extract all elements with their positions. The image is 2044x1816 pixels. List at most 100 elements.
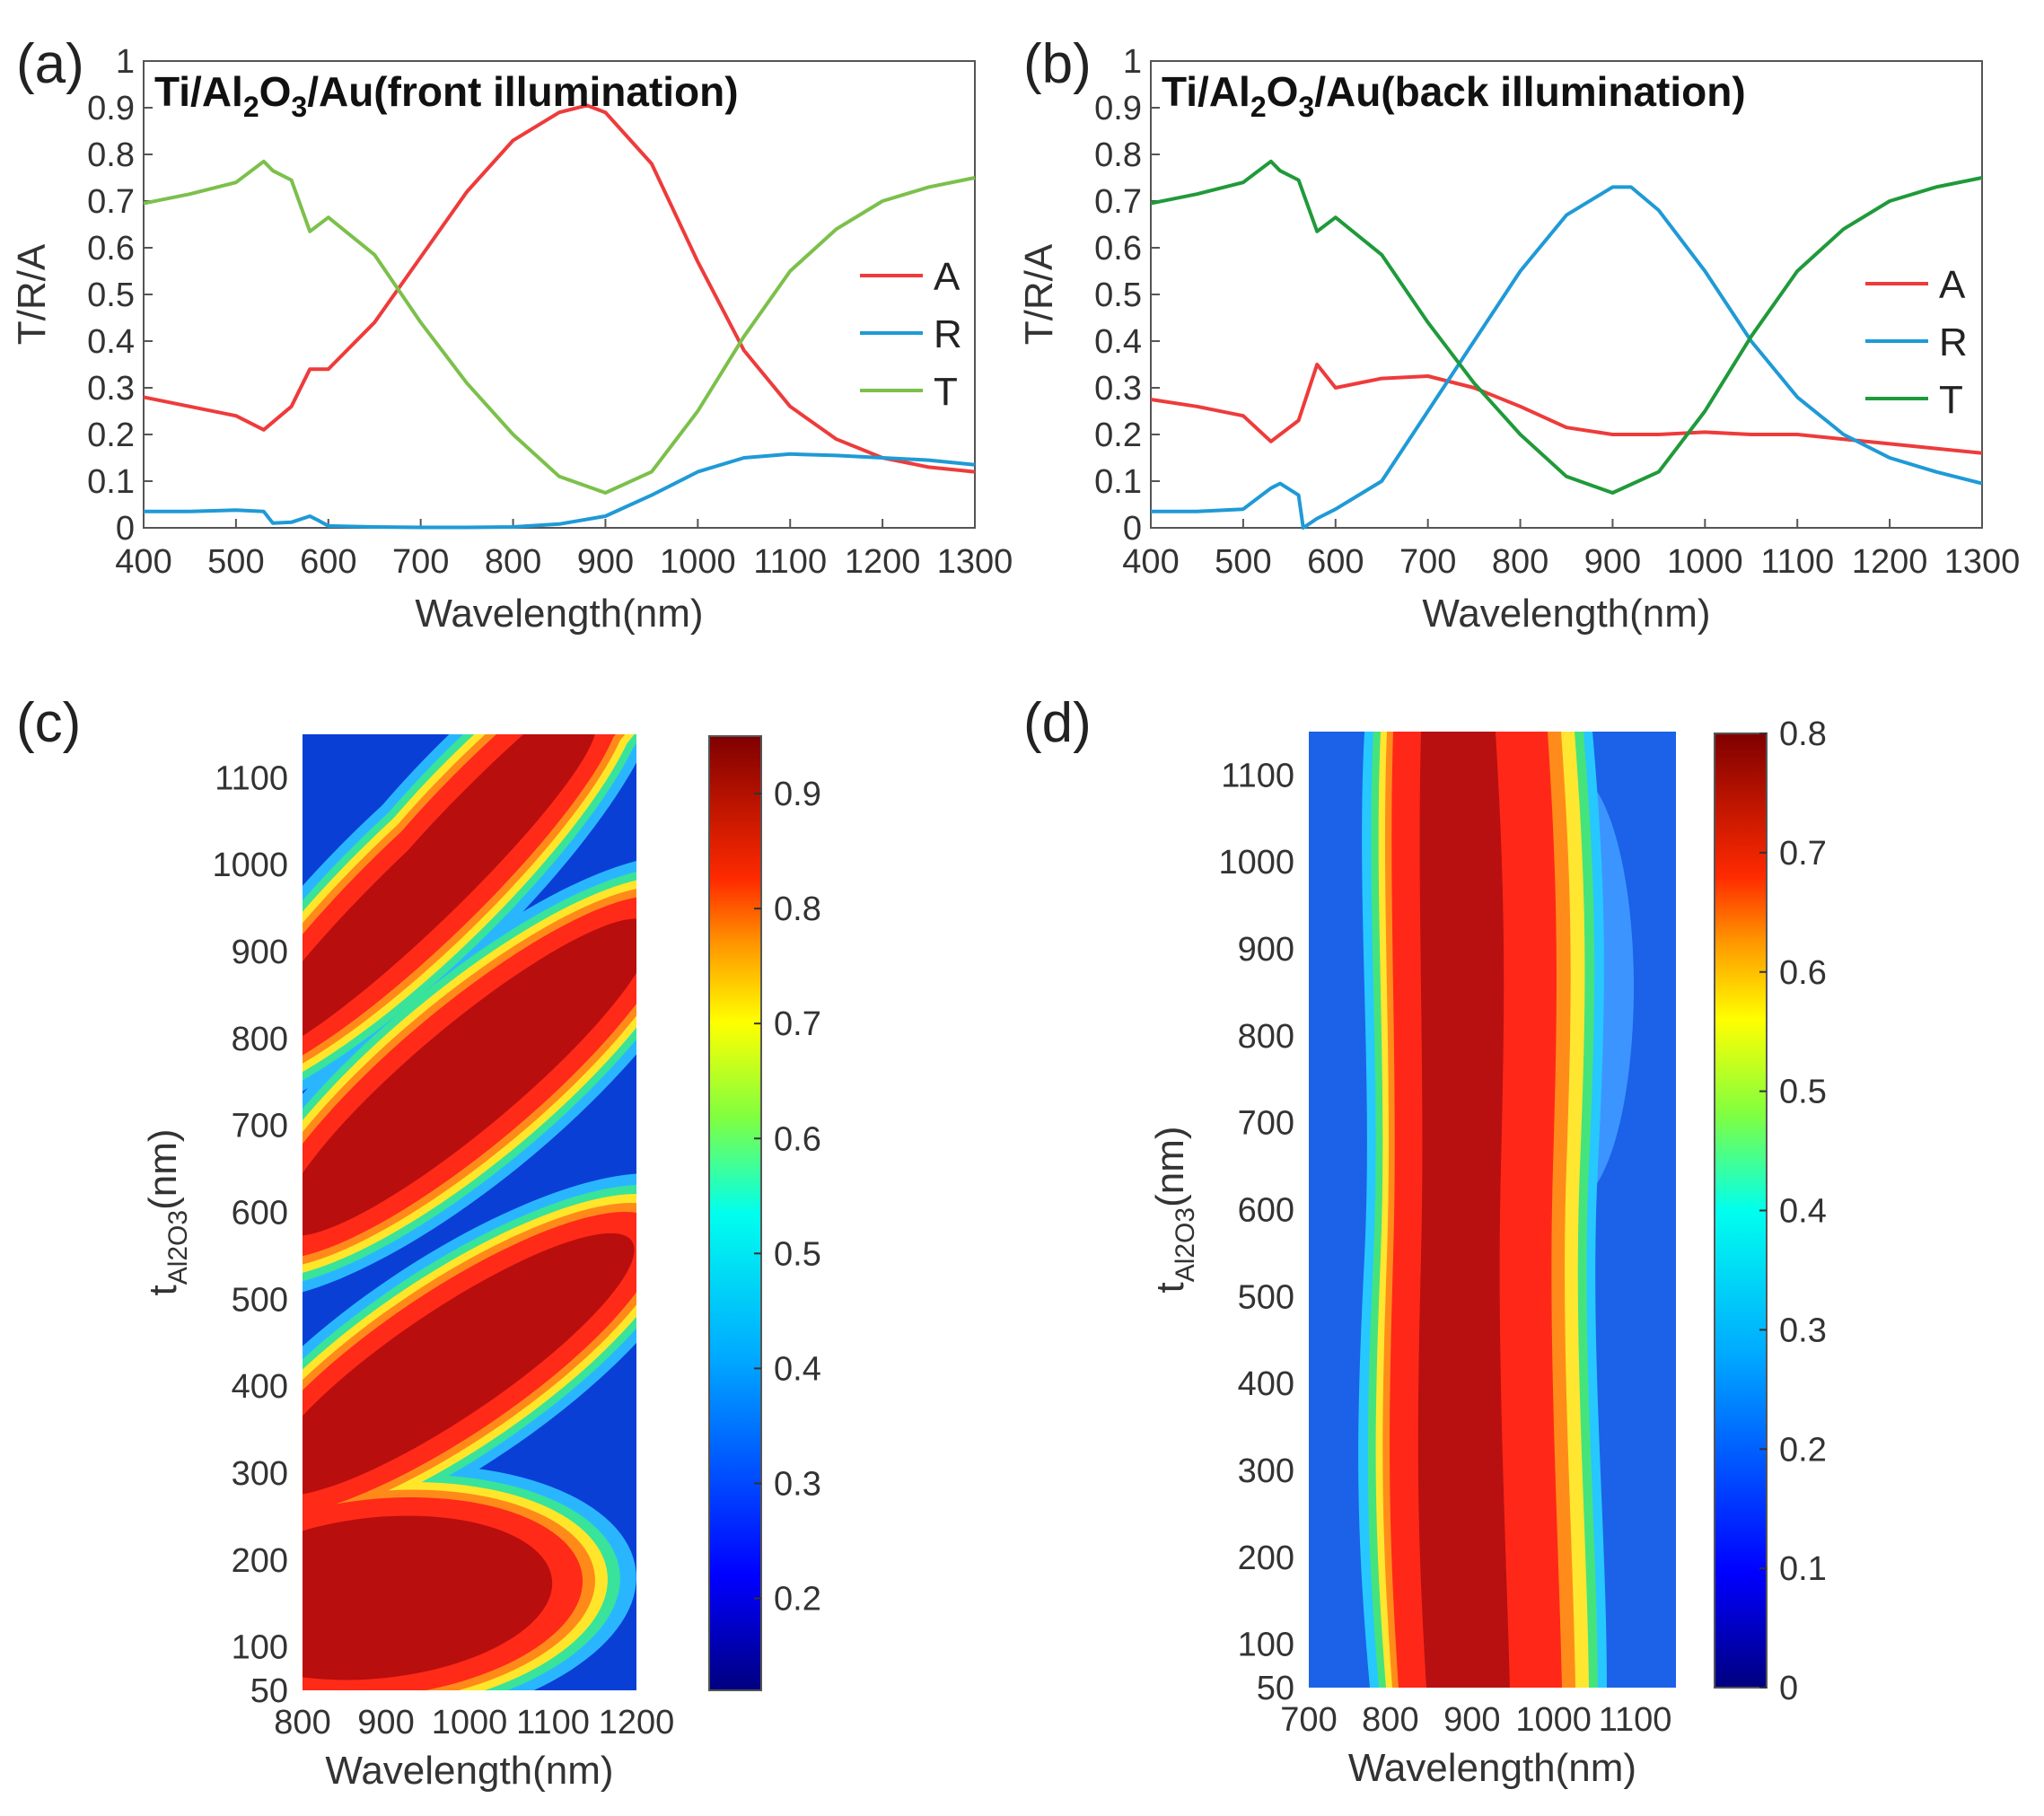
y-axis-label: tAl2O3(nm) <box>141 1128 193 1295</box>
y-tick-label: 600 <box>232 1195 288 1233</box>
y-tick-label: 400 <box>232 1368 288 1406</box>
series-line-R <box>144 452 976 530</box>
y-tick-label: 1100 <box>1221 757 1294 794</box>
y-label-main: t <box>141 1285 185 1295</box>
colorbar-tick-label: 0.8 <box>774 890 821 928</box>
x-tick-label: 400 <box>1122 543 1179 581</box>
y-tick-label: 0.7 <box>87 183 135 221</box>
panel-letter: (c) <box>16 692 81 754</box>
colorbar-tick-label: 0.1 <box>1779 1550 1827 1588</box>
x-tick-label: 1000 <box>1667 543 1743 581</box>
series-line-T <box>143 159 976 495</box>
x-tick-label: 800 <box>1492 543 1548 581</box>
colorbar-tick-label: 0.8 <box>1779 715 1827 753</box>
y-tick-label: 0 <box>116 510 135 548</box>
x-tick-label: 900 <box>357 1704 414 1741</box>
panel-c: 800 900 1000 1100 12005010020030040050060070… <box>16 692 821 1793</box>
y-tick-label: 0.1 <box>87 463 135 501</box>
y-label-unit: (nm) <box>1148 1126 1192 1206</box>
y-tick-label: 800 <box>1238 1018 1294 1056</box>
y-tick-label: 200 <box>232 1542 288 1580</box>
x-tick-label: 1100 <box>516 1704 590 1741</box>
y-tick-label: 0.5 <box>87 276 135 314</box>
colorbar-tick-label: 0.6 <box>774 1120 821 1158</box>
y-axis-label: T/R/A <box>10 243 54 345</box>
y-tick-label: 0.1 <box>1094 463 1142 501</box>
y-tick-label: 0.9 <box>87 90 135 127</box>
x-tick-label: 900 <box>1584 543 1641 581</box>
colorbar-tick-label: 0.2 <box>774 1581 821 1619</box>
y-axis-label: T/R/A <box>1017 243 1061 345</box>
y-tick-label: 700 <box>1238 1105 1294 1143</box>
x-tick-label: 600 <box>300 543 356 581</box>
y-tick-label: 0.5 <box>1094 276 1142 314</box>
colorbar-tick-label: 0.3 <box>774 1465 821 1503</box>
band-dark-red <box>303 1233 635 1496</box>
plot-area <box>1150 60 1983 529</box>
y-tick-label: 1 <box>116 43 135 81</box>
panel-letter: (a) <box>16 33 84 95</box>
y-tick-label: 600 <box>1238 1192 1294 1230</box>
title-part-p1: Ti/Al <box>154 68 243 115</box>
x-tick-label: 900 <box>577 543 634 581</box>
colorbar-tick-label: 0.6 <box>1779 954 1827 992</box>
x-tick-label: 400 <box>115 543 171 581</box>
plot-area <box>143 60 976 529</box>
y-tick-label: 1 <box>1123 43 1142 81</box>
y-tick-label: 0.4 <box>87 323 135 361</box>
y-label-sub: Al2O3 <box>163 1210 193 1285</box>
x-tick-label: 700 <box>1280 1701 1337 1739</box>
y-tick-label: 900 <box>232 934 288 971</box>
x-tick-label: 1000 <box>660 543 736 581</box>
y-tick-label: 100 <box>1238 1627 1294 1664</box>
y-tick-label: 1000 <box>212 847 288 884</box>
x-tick-label: 1200 <box>1852 543 1928 581</box>
y-label-main: t <box>1148 1282 1192 1293</box>
colorbar-tick-label: 0.2 <box>1779 1431 1827 1469</box>
x-tick-label: 700 <box>1399 543 1456 581</box>
series-line-T <box>1150 159 1983 495</box>
title-part-p1: Ti/Al <box>1162 68 1250 115</box>
band-dark-red <box>1417 732 1510 1688</box>
title-part-p3: /Au(back illumination) <box>1314 68 1745 115</box>
x-tick-label: 500 <box>1215 543 1271 581</box>
heatmap-c <box>303 734 636 1690</box>
y-tick-label: 0.4 <box>1094 323 1142 361</box>
heatmap-d <box>1309 732 1676 1688</box>
y-tick-label: 0.8 <box>87 136 135 174</box>
x-tick-label: 1300 <box>1944 543 2021 581</box>
y-tick-label: 0.7 <box>1094 183 1142 221</box>
y-tick-label: 200 <box>1238 1540 1294 1577</box>
y-tick-label: 0.3 <box>87 370 135 408</box>
y-tick-label: 0.3 <box>1094 370 1142 408</box>
x-axis-label: Wavelength(nm) <box>1348 1746 1636 1790</box>
y-label-sub: Al2O3 <box>1171 1207 1200 1282</box>
x-tick-label: 1100 <box>1599 1701 1672 1739</box>
y-tick-label: 400 <box>1238 1365 1294 1403</box>
y-tick-label: 50 <box>1257 1670 1294 1707</box>
panel-a: 400 500 600 700 800 900 1000 1100 1200 1300 0 0.1 0.… <box>10 33 1013 636</box>
y-tick-label: 900 <box>1238 931 1294 969</box>
y-label-unit: (nm) <box>141 1128 185 1209</box>
y-tick-label: 700 <box>232 1108 288 1145</box>
chart-title: Ti/Al2O3/Au(back illumination) <box>1162 68 1746 123</box>
title-part-s1: 2 <box>243 91 259 123</box>
title-part-s2: 3 <box>1298 91 1314 123</box>
panel-letter: (d) <box>1023 692 1092 754</box>
y-tick-label: 500 <box>232 1281 288 1319</box>
y-tick-label: 300 <box>232 1455 288 1493</box>
y-tick-label: 0.2 <box>87 417 135 454</box>
x-tick-label: 800 <box>274 1704 330 1741</box>
legend-label-R: R <box>934 312 962 356</box>
y-tick-label: 50 <box>250 1672 288 1710</box>
y-tick-label: 0.9 <box>1094 90 1142 127</box>
y-tick-label: 800 <box>232 1021 288 1058</box>
title-part-s1: 2 <box>1250 91 1267 123</box>
y-tick-label: 500 <box>1238 1278 1294 1316</box>
y-tick-label: 0.6 <box>87 230 135 268</box>
x-tick-label: 800 <box>1362 1701 1418 1739</box>
legend-label-A: A <box>1939 263 1966 307</box>
band-dark-red <box>303 918 636 1236</box>
y-tick-label: 0 <box>1123 510 1142 548</box>
x-tick-label: 1100 <box>1760 543 1834 581</box>
